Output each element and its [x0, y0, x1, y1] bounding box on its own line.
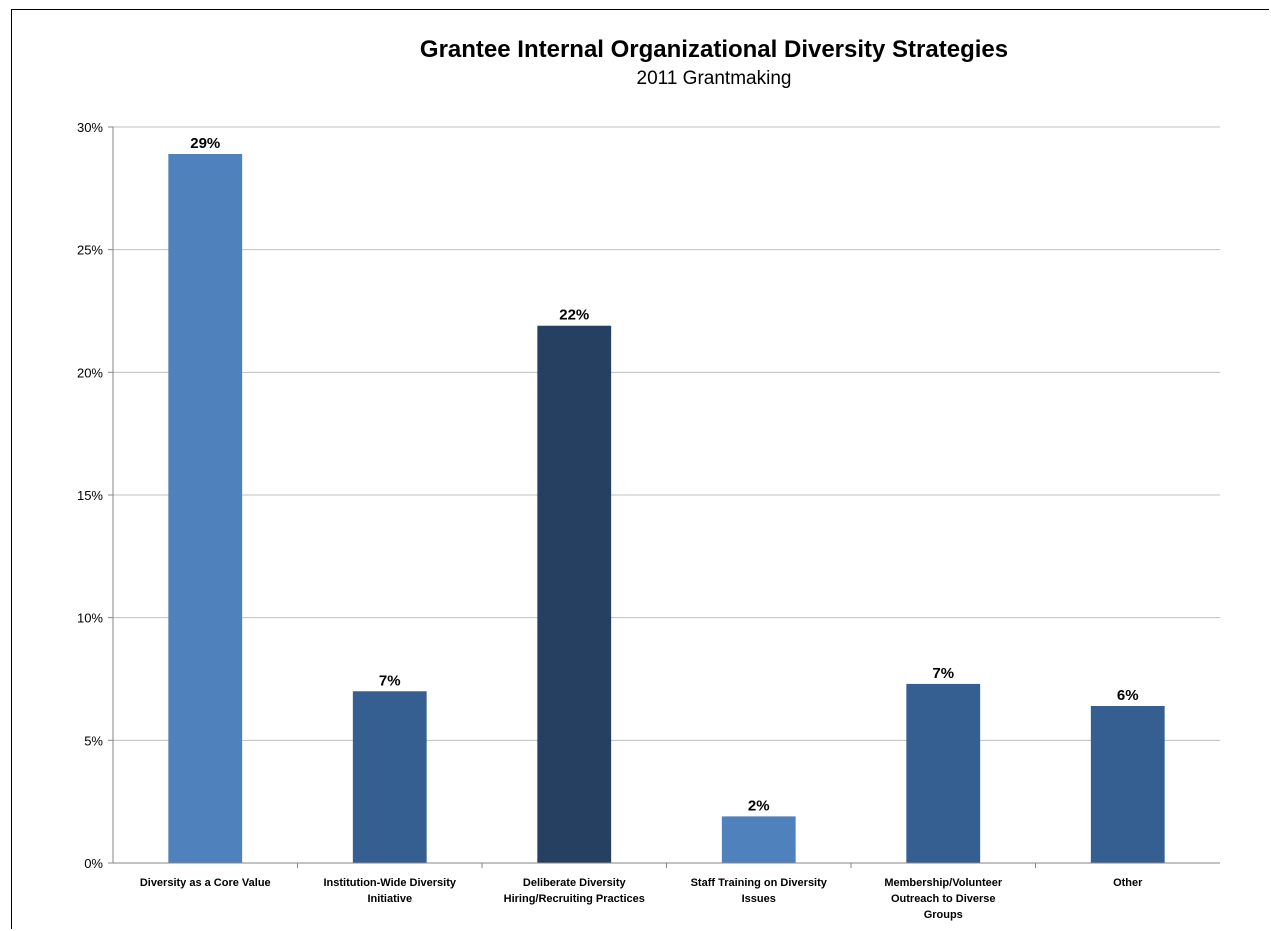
y-tick-label: 15%: [77, 488, 103, 503]
y-tick-label: 10%: [77, 611, 103, 626]
data-label: 2%: [748, 797, 770, 814]
x-tick-label: Membership/Volunteer Outreach to Diverse G…: [884, 877, 1002, 921]
y-axis-ticks: 0% 5% 10% 15% 20% 25% 30%: [77, 120, 103, 871]
gridlines: [108, 126, 1220, 868]
data-labels: 29% 7% 22% 2% 7% 6%: [190, 135, 1138, 814]
y-tick-label: 30%: [77, 120, 103, 135]
bar: [168, 153, 243, 863]
data-label: 6%: [1117, 687, 1139, 704]
bar: [1090, 705, 1165, 863]
data-label: 7%: [932, 665, 954, 682]
data-label: 22%: [559, 307, 589, 324]
data-label: 29%: [190, 135, 220, 152]
x-axis-labels: Diversity as a Core Value Institution-Wid…: [140, 877, 1143, 921]
x-tick-label: Deliberate Diversity Hiring/Recruiting Pr…: [504, 877, 645, 905]
bars: [168, 153, 1165, 864]
bar: [721, 816, 796, 863]
chart-title: Grantee Internal Organizational Diversit…: [420, 36, 1008, 63]
y-tick-label: 20%: [77, 365, 103, 380]
y-tick-label: 25%: [77, 243, 103, 258]
y-tick-label: 5%: [84, 733, 103, 748]
bar: [537, 325, 612, 864]
x-tick-label: Other: [1113, 877, 1143, 889]
chart-subtitle: 2011 Grantmaking: [637, 68, 792, 89]
bar: [352, 691, 427, 863]
data-label: 7%: [379, 672, 401, 689]
bar: [906, 683, 981, 863]
x-tick-label: Institution-Wide Diversity Initiative: [323, 877, 456, 905]
x-tick-label: Staff Training on Diversity Issues: [691, 877, 828, 905]
x-tick-label: Diversity as a Core Value: [140, 877, 271, 889]
y-tick-label: 0%: [84, 856, 103, 871]
chart-frame: [11, 9, 1269, 929]
